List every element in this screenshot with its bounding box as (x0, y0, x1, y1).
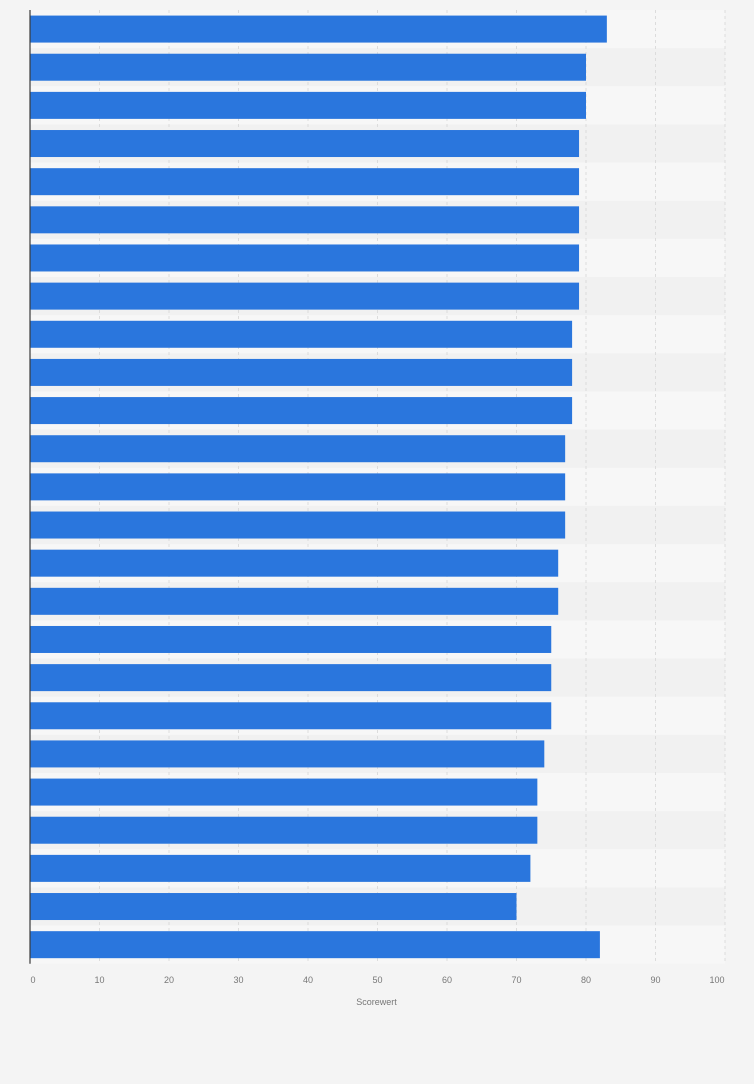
bar[interactable] (30, 664, 552, 692)
bar[interactable] (30, 397, 573, 425)
bar[interactable] (30, 854, 531, 882)
x-tick-label: 40 (303, 975, 313, 985)
bar[interactable] (30, 130, 580, 158)
bar[interactable] (30, 320, 573, 348)
x-tick-label: 60 (442, 975, 452, 985)
bar[interactable] (30, 15, 607, 43)
bar[interactable] (30, 473, 566, 501)
bar[interactable] (30, 511, 566, 539)
x-tick-label: 70 (511, 975, 521, 985)
bar[interactable] (30, 282, 580, 310)
x-tick-label: 90 (650, 975, 660, 985)
bar[interactable] (30, 778, 538, 806)
bars (30, 15, 607, 959)
bar[interactable] (30, 816, 538, 844)
x-tick-label: 30 (233, 975, 243, 985)
bar[interactable] (30, 931, 600, 959)
bar[interactable] (30, 91, 586, 119)
x-tick-label: 80 (581, 975, 591, 985)
bar[interactable] (30, 435, 566, 463)
x-axis-ticks: 0 10 20 30 40 50 60 70 80 90 100 (30, 975, 724, 985)
bar[interactable] (30, 168, 580, 196)
bar[interactable] (30, 740, 545, 768)
bar[interactable] (30, 587, 559, 615)
bar[interactable] (30, 702, 552, 730)
x-tick-label: 0 (30, 975, 35, 985)
bar[interactable] (30, 358, 573, 386)
x-tick-label: 20 (164, 975, 174, 985)
x-tick-label: 100 (709, 975, 724, 985)
bar[interactable] (30, 244, 580, 272)
bar[interactable] (30, 206, 580, 234)
bar[interactable] (30, 893, 517, 921)
bar[interactable] (30, 549, 559, 577)
x-axis-label: Scorewert (356, 997, 397, 1007)
x-tick-label: 10 (94, 975, 104, 985)
bar[interactable] (30, 53, 586, 81)
x-tick-label: 50 (372, 975, 382, 985)
bar[interactable] (30, 625, 552, 653)
